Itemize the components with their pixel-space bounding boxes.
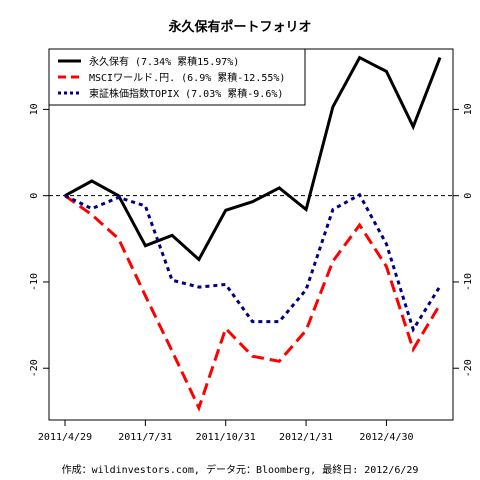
chart-title: 永久保有ポートフォリオ	[167, 19, 311, 35]
y-tick-label-left: 10	[29, 103, 40, 115]
series-line-3	[64, 192, 442, 333]
legend-box	[48, 48, 306, 106]
chart-caption: 作成：wildinvestors.com, データ元：Bloomberg, 最終…	[62, 463, 419, 476]
x-tick-label: 2012/1/31	[279, 432, 333, 443]
series-line-1	[64, 55, 442, 262]
series-line-2	[64, 194, 442, 412]
legend-entry-3: 東証株価指数TOPIX (7.03% 累積-9.6%)	[89, 87, 283, 100]
y-tick-label-left: -10	[29, 273, 40, 291]
legend: 永久保有 (7.34% 累積15.97%) MSCIワールド.円. (6.9% 累…	[48, 48, 306, 106]
x-tick-label: 2011/7/31	[118, 432, 172, 443]
legend-entry-1: 永久保有 (7.34% 累積15.97%)	[89, 55, 239, 68]
legend-entry-2: MSCIワールド.円. (6.9% 累積-12.55%)	[89, 71, 285, 84]
series-lines	[64, 55, 442, 412]
x-tick-label: 2011/10/31	[196, 432, 256, 443]
y-axis-right: -20 -10 0 10	[453, 103, 474, 377]
y-tick-label-left: -20	[29, 359, 40, 377]
y-tick-label-right: -20	[463, 359, 474, 377]
y-axis-left: -20 -10 0 10	[29, 103, 49, 377]
y-tick-label-right: 10	[463, 103, 474, 115]
y-tick-label-left: 0	[29, 193, 40, 199]
x-tick-label: 2012/4/30	[359, 432, 413, 443]
x-tick-label: 2011/4/29	[38, 432, 92, 443]
y-tick-label-right: -10	[463, 273, 474, 291]
y-tick-label-right: 0	[463, 193, 474, 199]
x-axis: 2011/4/29 2011/7/31 2011/10/31 2012/1/31 201…	[38, 420, 414, 443]
